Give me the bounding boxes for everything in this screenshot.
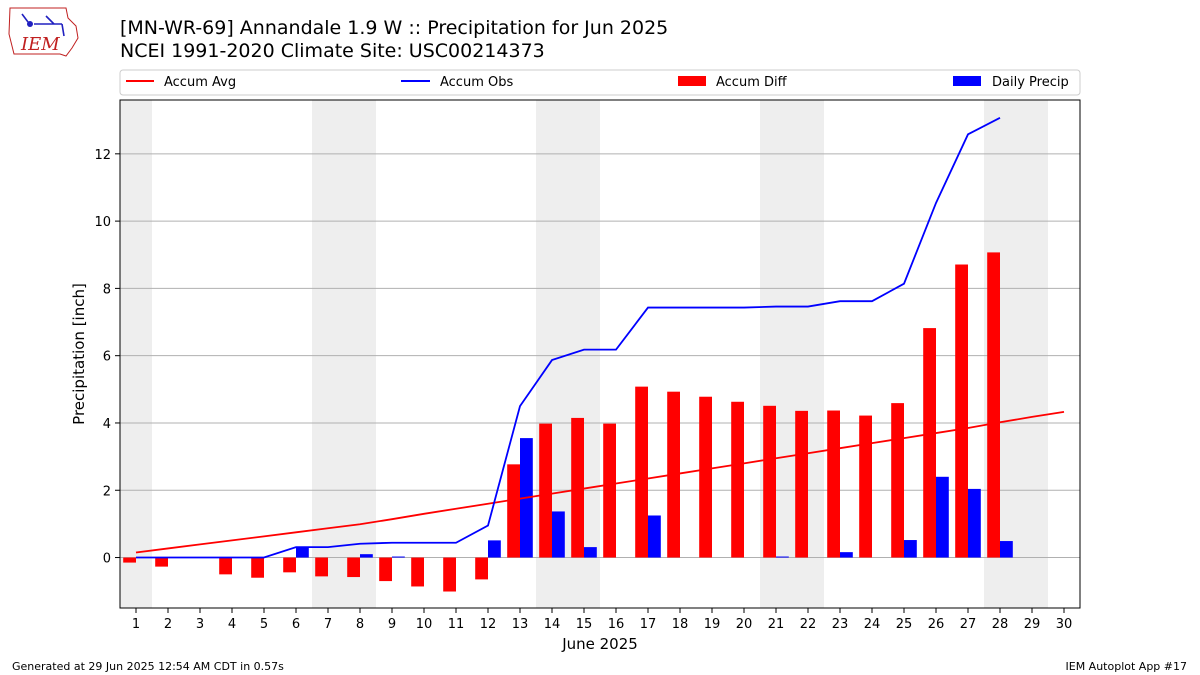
x-tick-label: 26 <box>928 617 945 632</box>
accum-diff-bar <box>763 405 776 558</box>
y-tick-label: 4 <box>103 417 111 432</box>
accum-diff-bar <box>923 328 936 558</box>
x-tick-label: 14 <box>544 617 561 632</box>
y-tick-label: 12 <box>94 148 111 163</box>
x-tick-label: 12 <box>480 617 497 632</box>
x-tick-label: 23 <box>832 617 849 632</box>
chart-subtitle: NCEI 1991-2020 Climate Site: USC00214373 <box>120 40 545 62</box>
y-tick-label: 6 <box>103 350 111 365</box>
accum-obs-line <box>136 117 1001 559</box>
daily-precip-bar <box>776 556 789 558</box>
accum-diff-bar <box>955 264 968 558</box>
y-tick-label: 0 <box>103 552 111 567</box>
accum-diff-bar <box>795 410 808 558</box>
x-tick-label: 27 <box>960 617 977 632</box>
accum-diff-bar <box>891 403 904 558</box>
legend-item-accum-obs: Accum Obs <box>401 75 513 90</box>
x-tick-label: 28 <box>992 617 1009 632</box>
x-tick-label: 30 <box>1056 617 1073 632</box>
legend-label-accum-avg: Accum Avg <box>164 75 236 90</box>
accum-diff-bar <box>827 410 840 558</box>
daily-precip-bar <box>584 547 597 558</box>
daily-precip-bar <box>904 540 917 558</box>
daily-precip-bar <box>648 515 661 558</box>
x-tick-label: 15 <box>576 617 593 632</box>
chart-title: [MN-WR-69] Annandale 1.9 W :: Precipitat… <box>120 17 669 39</box>
daily-precip-bar <box>360 554 373 558</box>
accum-diff-bar <box>219 557 232 575</box>
x-tick-label: 4 <box>228 617 236 632</box>
legend-item-accum-diff: Accum Diff <box>678 75 788 90</box>
accum-diff-bar <box>635 386 648 558</box>
accum-diff-bar <box>539 423 552 558</box>
daily-precip-bar <box>552 511 565 558</box>
x-tick-label: 8 <box>356 617 364 632</box>
x-tick-label: 16 <box>608 617 625 632</box>
x-tick-label: 9 <box>388 617 396 632</box>
accum-diff-bar <box>731 401 744 558</box>
daily-precip-bar <box>968 488 981 558</box>
legend-label-accum-diff: Accum Diff <box>716 75 788 90</box>
x-tick-label: 3 <box>196 617 204 632</box>
daily-precip-bar <box>840 552 853 558</box>
accum-diff-bar <box>571 417 584 558</box>
x-tick-label: 25 <box>896 617 913 632</box>
accum-diff-bar <box>379 557 392 582</box>
y-tick-label: 8 <box>103 282 111 297</box>
x-tick-label: 22 <box>800 617 817 632</box>
x-tick-label: 19 <box>704 617 721 632</box>
accum-diff-bar <box>443 557 456 592</box>
x-tick-label: 10 <box>416 617 433 632</box>
x-tick-label: 2 <box>164 617 172 632</box>
x-tick-label: 17 <box>640 617 657 632</box>
daily-precip-bar <box>296 547 309 558</box>
accum-diff-bar <box>283 557 296 573</box>
legend-item-accum-avg: Accum Avg <box>126 75 236 90</box>
daily-precip-bar <box>1000 541 1013 558</box>
weekend-band <box>312 100 376 608</box>
x-tick-label: 20 <box>736 617 753 632</box>
x-axis-label: June 2025 <box>561 635 638 653</box>
accum-diff-bar <box>347 557 360 578</box>
x-tick-label: 1 <box>132 617 140 632</box>
accum-diff-bar <box>603 423 616 558</box>
y-axis-label: Precipitation [inch] <box>70 283 88 425</box>
weekend-band <box>120 100 152 608</box>
x-tick-label: 21 <box>768 617 785 632</box>
accum-diff-bar <box>859 415 872 558</box>
x-tick-label: 18 <box>672 617 689 632</box>
daily-precip-bar <box>488 540 501 558</box>
accum-diff-bar <box>315 557 328 577</box>
accum-diff-bar <box>699 396 712 558</box>
x-tick-label: 29 <box>1024 617 1041 632</box>
accum-diff-bar <box>507 464 520 558</box>
x-tick-label: 13 <box>512 617 529 632</box>
legend: Accum Avg Accum Obs Accum Diff Daily Pre… <box>119 69 1081 96</box>
plot-frame <box>119 99 1081 609</box>
accum-diff-bar <box>987 252 1000 558</box>
legend-item-daily-precip: Daily Precip <box>953 75 1069 90</box>
logo-text: IEM <box>20 34 60 55</box>
iem-logo: IEM <box>6 4 82 62</box>
y-tick-label: 2 <box>103 484 111 499</box>
accum-avg-line <box>135 410 1065 554</box>
accum-diff-bar <box>251 557 264 578</box>
daily-precip-bar <box>936 476 949 558</box>
x-tick-label: 5 <box>260 617 268 632</box>
accum-diff-bar <box>123 557 136 563</box>
legend-label-accum-obs: Accum Obs <box>440 75 513 90</box>
accum-diff-bar <box>155 557 168 567</box>
accum-diff-bar <box>411 557 424 587</box>
y-tick-label: 10 <box>94 215 111 230</box>
x-tick-label: 6 <box>292 617 300 632</box>
x-tick-label: 7 <box>324 617 332 632</box>
daily-precip-bar <box>392 556 405 558</box>
accum-diff-bar <box>475 557 488 580</box>
x-tick-label: 24 <box>864 617 881 632</box>
footer-generated-time: Generated at 29 Jun 2025 12:54 AM CDT in… <box>12 660 284 673</box>
footer-app-id: IEM Autoplot App #17 <box>1065 660 1188 673</box>
legend-label-daily-precip: Daily Precip <box>992 75 1069 90</box>
x-tick-label: 11 <box>448 617 465 632</box>
